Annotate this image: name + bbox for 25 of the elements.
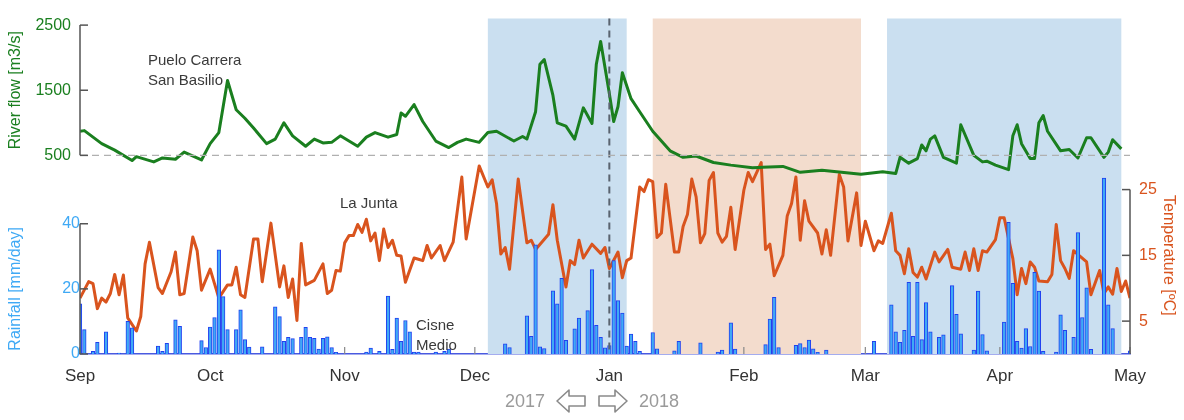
text: 2018 (639, 390, 680, 412)
x-tick-label: Oct (196, 365, 224, 385)
x-tick-label: Mar (850, 365, 881, 385)
series-label: La Junta (340, 193, 399, 211)
text: 2017 (504, 390, 545, 412)
x-tick-label: Nov (329, 365, 361, 385)
y3-tick-label: 40 (62, 214, 81, 232)
x-tick-label: Apr (986, 365, 1014, 385)
y2-tick-label: 5 (1139, 311, 1148, 329)
x-tick-label: Feb (729, 365, 759, 385)
y-tick-label: 2500 (35, 15, 72, 33)
y2-tick-label: 25 (1139, 179, 1157, 197)
x-tick-label: Sep (64, 365, 96, 385)
y-axis-title: River flow [m3/s] (6, 31, 24, 150)
x-tick-label: Jan (595, 365, 624, 385)
series-label: Puelo Carrera San Basilio (148, 50, 243, 88)
y-tick-label: 1500 (35, 80, 72, 98)
y3-axis-title: Rainfall [mm/day] (6, 227, 24, 351)
y-tick-label: 500 (44, 145, 72, 163)
y2-tick-label: 15 (1139, 245, 1157, 263)
x-tick-label: Dec (459, 365, 491, 385)
y3-tick-label: 0 (71, 344, 81, 362)
series-label: Cisne Medio (416, 315, 457, 353)
x-tick-label: May (1113, 365, 1147, 385)
y2-axis-title: Temperature [ºC] (1160, 195, 1178, 316)
